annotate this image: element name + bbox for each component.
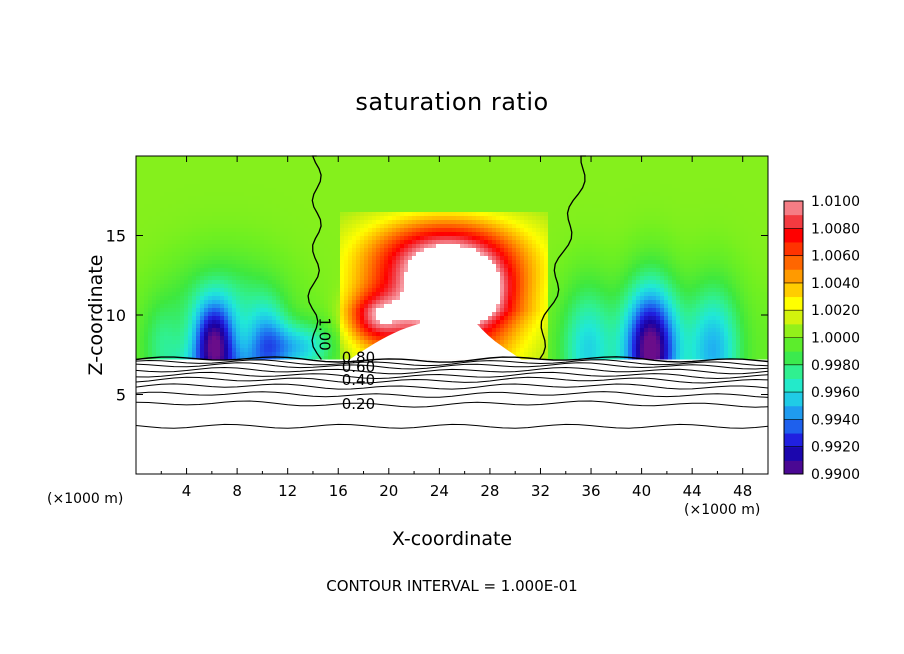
y-tick-label: 5 [116,386,126,405]
x-unit-label-right: (×1000 m) [684,502,761,518]
colorbar-tick-label: 1.0060 [811,249,860,265]
supersaturated-region [349,308,522,360]
colorbar-tick-label: 0.9900 [811,467,860,483]
x-tick-label: 20 [379,482,398,500]
contour-line [135,356,769,363]
x-axis-label: X-coordinate [391,528,513,550]
x-tick-label: 48 [733,482,752,500]
contour-line [135,383,769,390]
contour-label-0.80: 0.80 [342,349,375,367]
colorbar-swatch [784,201,803,216]
colorbar-swatch [784,282,803,298]
x-tick-label: 24 [430,482,449,500]
colorbar-tick-label: 1.0000 [811,331,860,347]
colorbar-swatch [784,323,803,338]
below-field-region [136,359,768,474]
x-tick-label: 12 [278,482,297,500]
x-tick-label: 4 [182,482,192,500]
x-tick-label: 44 [683,482,702,500]
colorbar-swatch [784,433,803,448]
contour-1.00-left [307,155,322,360]
contour-line [135,362,769,370]
colorbar-swatch [784,269,803,284]
x-tick-label: 32 [531,482,550,500]
colorbar-swatch [784,419,803,434]
contour-line [135,400,769,408]
contour-interval-text: CONTOUR INTERVAL = 1.000E-01 [326,577,578,595]
contour-line [135,371,769,380]
colorbar-swatch [784,214,803,229]
colorbar-swatch [784,296,803,311]
x-unit-label-left: (×1000 m) [47,491,124,507]
y-tick-label: 10 [106,306,126,325]
colorbar-swatch [784,241,803,257]
contour-label-1.00: 1.00 [315,317,333,350]
colorbar-tick-label: 0.9960 [811,385,860,401]
colorbar-swatch [784,351,803,366]
colorbar-swatch [784,364,803,379]
contour-line [135,359,769,367]
colorbar-tick-label: 0.9920 [811,440,860,456]
colorbar-tick-label: 0.9940 [811,412,860,428]
colorbar-swatch [784,310,803,325]
colorbar-swatch [784,255,803,270]
colorbar-swatch [784,337,803,352]
contour-line [135,423,769,429]
contour-label-0.40: 0.40 [342,371,375,389]
contour-label-0.60: 0.60 [342,358,375,376]
contour-1.00-right [538,155,586,360]
contour-label-0.20: 0.20 [342,395,375,413]
colorbar-tick-label: 1.0020 [811,303,860,319]
x-tick-label: 36 [581,482,600,500]
x-tick-label: 40 [632,482,651,500]
contour-line [135,366,769,375]
chart-title: saturation ratio [355,88,549,116]
colorbar-swatch [784,460,803,475]
colorbar-swatch [784,378,803,393]
colorbar-tick-label: 1.0040 [811,276,860,292]
heatmap-field [136,156,769,361]
contour-line [135,391,769,398]
colorbar-swatch [784,392,803,407]
contour-line [135,376,769,384]
colorbar-tick-label: 1.0100 [811,194,860,210]
colorbar-tick-label: 0.9980 [811,358,860,374]
colorbar-swatch [784,228,803,243]
x-tick-label: 28 [480,482,499,500]
colorbar-swatch [784,446,803,461]
colorbar-swatch [784,405,803,420]
x-tick-label: 8 [232,482,242,500]
x-tick-label: 16 [329,482,348,500]
colorbar-tick-label: 1.0080 [811,221,860,237]
y-tick-label: 15 [106,227,126,246]
